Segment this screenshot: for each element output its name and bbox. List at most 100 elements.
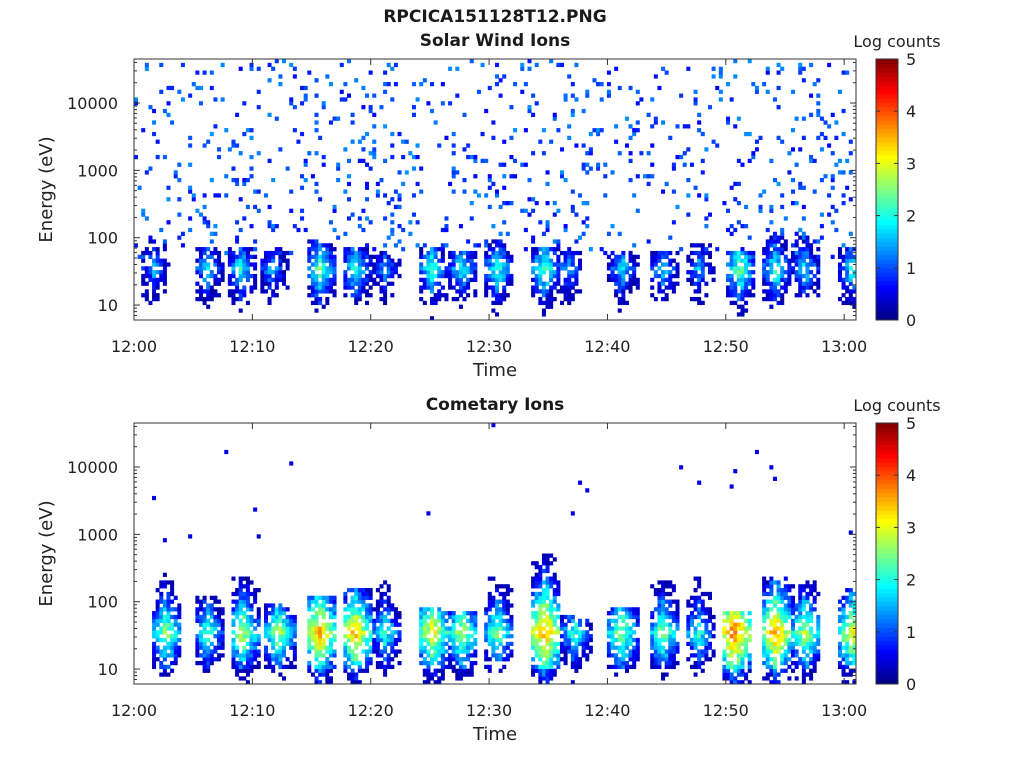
heatmap-cell xyxy=(289,250,294,256)
heatmap-cell xyxy=(292,649,297,654)
heatmap-cell xyxy=(845,285,850,290)
heatmap-cell xyxy=(563,637,568,643)
heatmap-cell xyxy=(574,289,579,294)
heatmap-cell xyxy=(729,680,734,685)
heatmap-cell xyxy=(256,66,261,71)
colorbar-step xyxy=(876,267,898,273)
heatmap-cell xyxy=(664,649,669,654)
heatmap-cell xyxy=(762,649,767,654)
heatmap-cell xyxy=(617,637,622,643)
heatmap-cell xyxy=(321,660,326,666)
heatmap-cell xyxy=(711,266,716,271)
heatmap-cell xyxy=(173,653,178,658)
heatmap-cell xyxy=(217,270,222,275)
heatmap-cell xyxy=(798,247,803,252)
heatmap-cell xyxy=(552,672,557,677)
heatmap-cell xyxy=(177,622,182,627)
heatmap-cell xyxy=(300,185,305,190)
heatmap-cell xyxy=(426,637,431,643)
heatmap-cell xyxy=(350,680,355,685)
heatmap-cell xyxy=(433,120,438,125)
heatmap-cell xyxy=(772,247,777,252)
heatmap-cell xyxy=(256,534,261,539)
heatmap-cell xyxy=(567,641,572,647)
heatmap-cell xyxy=(231,300,236,306)
heatmap-cell xyxy=(253,626,258,631)
heatmap-cell xyxy=(206,607,211,612)
heatmap-cell xyxy=(397,239,402,244)
heatmap-cell xyxy=(545,565,550,570)
heatmap-cell xyxy=(271,250,276,256)
heatmap-cell xyxy=(426,254,431,259)
heatmap-cell xyxy=(588,645,593,650)
heatmap-cell xyxy=(765,277,770,283)
colorbar-step xyxy=(876,119,898,125)
x-tick-label: 12:10 xyxy=(229,701,275,720)
heatmap-cell xyxy=(841,281,846,286)
heatmap-cell xyxy=(256,151,261,156)
heatmap-cell xyxy=(747,59,752,64)
heatmap-cell xyxy=(242,254,247,259)
heatmap-cell xyxy=(451,626,456,631)
heatmap-cell xyxy=(740,668,745,673)
heatmap-cell xyxy=(469,668,474,673)
heatmap-cell xyxy=(783,611,788,616)
heatmap-cell xyxy=(437,281,442,286)
heatmap-cell xyxy=(726,645,731,650)
colorbar-step xyxy=(876,141,898,147)
heatmap-cell xyxy=(444,630,449,635)
heatmap-cell xyxy=(325,645,330,650)
heatmap-cell xyxy=(430,657,435,662)
heatmap-cell xyxy=(307,618,312,623)
heatmap-cell xyxy=(563,630,568,635)
heatmap-cell xyxy=(148,266,153,271)
colorbar-step xyxy=(876,566,898,572)
heatmap-cell xyxy=(762,584,767,589)
heatmap-cell xyxy=(769,239,774,244)
heatmap-cell xyxy=(469,266,474,271)
heatmap-cell xyxy=(238,293,243,298)
heatmap-cell xyxy=(848,645,853,650)
heatmap-cell xyxy=(541,676,546,681)
colorbar-label: Log counts xyxy=(853,396,940,415)
heatmap-cell xyxy=(238,626,243,631)
heatmap-cell xyxy=(531,637,536,643)
heatmap-cell xyxy=(332,611,337,616)
heatmap-cell xyxy=(343,82,348,87)
heatmap-cell xyxy=(689,243,694,248)
heatmap-cell xyxy=(419,277,424,283)
heatmap-cell xyxy=(581,108,586,114)
heatmap-cell xyxy=(253,599,258,604)
heatmap-cell xyxy=(433,273,438,279)
heatmap-cell xyxy=(505,588,510,593)
heatmap-cell xyxy=(538,289,543,294)
heatmap-cell xyxy=(397,634,402,639)
heatmap-cell xyxy=(300,216,305,221)
heatmap-cell xyxy=(141,250,146,256)
heatmap-cell xyxy=(841,653,846,658)
heatmap-cell xyxy=(318,595,323,600)
heatmap-cell xyxy=(545,603,550,608)
heatmap-cell xyxy=(238,588,243,593)
heatmap-cell xyxy=(541,603,546,608)
heatmap-cell xyxy=(531,266,536,271)
heatmap-cell xyxy=(733,266,738,271)
heatmap-cell xyxy=(534,285,539,290)
heatmap-cell xyxy=(783,603,788,608)
heatmap-cell xyxy=(365,611,370,616)
heatmap-cell xyxy=(498,584,503,589)
heatmap-cell xyxy=(166,672,171,677)
heatmap-cell xyxy=(231,270,236,275)
heatmap-cell xyxy=(368,285,373,290)
heatmap-cell xyxy=(166,185,171,190)
heatmap-cell xyxy=(621,607,626,612)
heatmap-cell xyxy=(606,649,611,654)
heatmap-cell xyxy=(383,193,388,198)
heatmap-cell xyxy=(628,611,633,616)
heatmap-cell xyxy=(484,285,489,290)
heatmap-cell xyxy=(801,649,806,654)
heatmap-cell xyxy=(715,85,720,91)
heatmap-cell xyxy=(238,634,243,639)
heatmap-cell xyxy=(538,565,543,570)
heatmap-cell xyxy=(469,59,474,64)
